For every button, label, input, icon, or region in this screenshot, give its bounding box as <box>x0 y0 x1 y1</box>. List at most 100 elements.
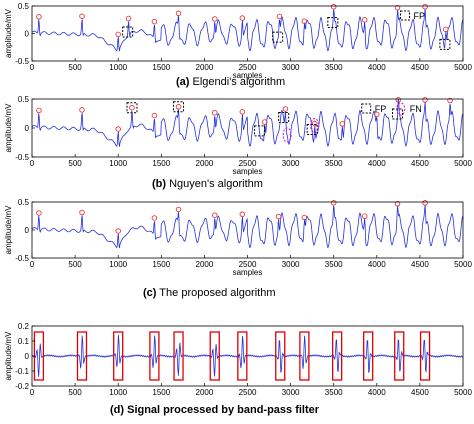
r-peak-marker <box>395 97 402 103</box>
r-peak-marker <box>239 109 246 115</box>
x-tick-label: 1000 <box>109 388 127 397</box>
x-tick-label: 4000 <box>368 388 386 397</box>
y-tick-label: 0 <box>25 226 30 235</box>
band-box <box>149 331 160 381</box>
x-tick-label: 3000 <box>282 388 300 397</box>
r-peak-marker <box>151 18 158 25</box>
band-box <box>76 331 88 381</box>
r-peak-marker <box>275 213 282 220</box>
x-axis-label: samples <box>233 167 263 176</box>
r-peak-marker <box>422 3 428 10</box>
band-box <box>363 331 374 381</box>
r-peak-marker <box>311 120 318 127</box>
x-tick-label: 500 <box>68 388 82 397</box>
r-peak-marker <box>339 121 346 127</box>
caption-text: Nguyen's algorithm <box>166 178 263 190</box>
panel-caption: (a) Elgendi's algorithm <box>176 76 285 88</box>
caption-text: Elgendi's algorithm <box>189 76 285 88</box>
x-tick-label: 0 <box>30 159 35 168</box>
fp-marker <box>173 101 185 113</box>
y-tick-label: 0 <box>25 352 30 361</box>
r-peak-marker <box>361 17 368 23</box>
panel-caption: (d) Signal processed by band-pass filter <box>110 404 320 416</box>
r-peak-marker <box>301 18 308 24</box>
band-box <box>173 331 184 381</box>
y-tick-label: 0.2 <box>18 322 30 331</box>
x-tick-label: 5000 <box>454 260 472 269</box>
x-tick-label: 4000 <box>368 63 386 72</box>
panel-a: 0 500 1000 1500 2000 2500 3000 3500 4000 4500 5000… <box>4 2 472 88</box>
x-tick-label: 2500 <box>239 260 257 269</box>
r-peak-marker <box>79 13 85 19</box>
r-peak-marker <box>115 228 121 234</box>
x-tick-label: 1000 <box>109 260 127 269</box>
x-tick-label: 4500 <box>411 388 429 397</box>
y-tick-label: 0 <box>25 124 30 133</box>
y-tick-label: -0.2 <box>15 382 29 391</box>
x-tick-label: 2500 <box>239 159 257 168</box>
signal-line <box>31 99 464 147</box>
r-peak-marker <box>443 26 449 33</box>
r-peak-marker <box>129 104 135 111</box>
panel-c: 0 500 1000 1500 2000 2500 3000 3500 4000 4500 5000… <box>4 198 472 299</box>
x-tick-label: 500 <box>68 260 82 269</box>
band-box <box>209 331 220 381</box>
r-peak-marker <box>282 106 289 112</box>
r-peak-marker <box>175 104 182 110</box>
x-tick-label: 2000 <box>196 260 214 269</box>
y-tick-label: 0.1 <box>18 337 30 346</box>
x-tick-label: 3500 <box>325 159 343 168</box>
y-tick-label: -0.5 <box>15 254 29 263</box>
r-peak-marker <box>239 15 246 21</box>
x-tick-label: 500 <box>68 63 82 72</box>
y-tick-label: 0.5 <box>18 95 30 104</box>
x-tick-label: 5000 <box>454 388 472 397</box>
x-tick-label: 1500 <box>152 159 170 168</box>
x-tick-label: 3000 <box>282 63 300 72</box>
x-tick-label: 1500 <box>152 260 170 269</box>
r-peak-marker <box>447 97 453 104</box>
r-peak-marker <box>276 13 283 20</box>
fp-marker <box>278 111 290 123</box>
r-peak-marker <box>301 214 308 221</box>
band-box <box>275 331 286 381</box>
legend-fp-symbol <box>400 10 411 21</box>
r-peak-marker <box>125 15 132 22</box>
signal-line <box>31 8 464 52</box>
fp-marker <box>327 17 339 29</box>
r-peak-marker <box>211 212 218 218</box>
r-peak-marker <box>36 107 42 114</box>
r-peak-marker <box>361 213 368 219</box>
band-box <box>237 331 248 381</box>
x-tick-label: 4500 <box>411 159 429 168</box>
y-tick-label: 0.5 <box>18 2 30 11</box>
x-tick-label: 2000 <box>196 63 214 72</box>
r-peak-marker <box>175 10 182 17</box>
x-tick-label: 4000 <box>368 159 386 168</box>
y-tick-label: 0 <box>25 30 30 39</box>
x-tick-label: 3500 <box>325 388 343 397</box>
x-tick-label: 4500 <box>411 63 429 72</box>
legend-label: FP <box>375 104 387 114</box>
r-peak-marker <box>115 126 121 132</box>
x-tick-label: 0 <box>30 63 35 72</box>
r-peak-marker <box>422 200 428 206</box>
caption-label: (a) <box>176 76 190 88</box>
r-peak-marker <box>151 112 158 119</box>
panel-d: 0 500 1000 1500 2000 2500 3000 3500 4000 4500 5000… <box>4 322 472 416</box>
x-tick-label: 3000 <box>282 159 300 168</box>
r-peak-marker <box>394 201 401 207</box>
r-peak-marker <box>36 13 42 20</box>
x-axis-label: samples <box>233 268 263 277</box>
band-box <box>331 331 343 381</box>
fp-marker <box>254 125 266 137</box>
r-peak-marker <box>422 97 428 103</box>
caption-label: (b) <box>152 178 166 190</box>
y-tick-label: -0.1 <box>15 367 29 376</box>
y-axis-label: amplitude/mV <box>4 331 13 381</box>
r-peak-marker <box>211 16 218 22</box>
fp-marker <box>122 26 134 38</box>
x-tick-label: 1000 <box>109 159 127 168</box>
r-peak-marker <box>36 210 42 216</box>
x-tick-label: 4000 <box>368 260 386 269</box>
